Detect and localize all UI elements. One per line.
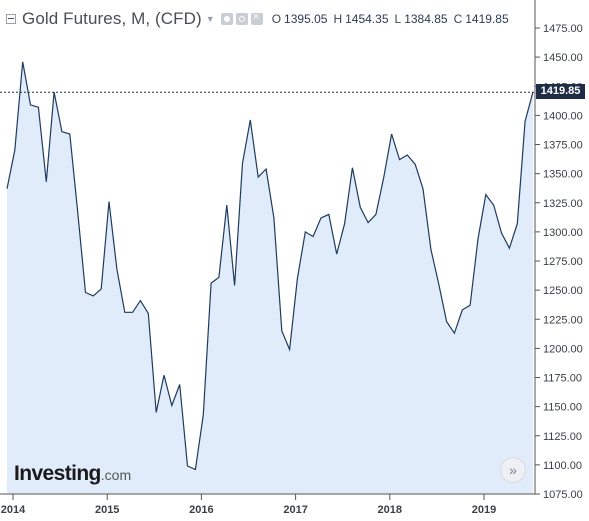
price-line (6, 61, 534, 471)
x-tick-label: 2016 (189, 504, 213, 516)
y-tick-label: 1375.00 (543, 140, 583, 152)
collapse-icon[interactable] (6, 14, 16, 24)
y-tick-label: 1075.00 (543, 489, 583, 501)
y-tick-label: 1475.00 (543, 23, 583, 35)
close-icon[interactable] (250, 11, 263, 25)
y-tick-label: 1225.00 (543, 314, 583, 326)
x-tick-label: 2014 (1, 504, 26, 516)
y-tick-label: 1175.00 (543, 373, 582, 385)
eye-icon[interactable] (220, 13, 233, 25)
ohlc-open: O 1395.05 (271, 12, 328, 26)
logo-brand: Investing (14, 462, 101, 485)
price-area (7, 61, 533, 495)
y-tick-label: 1325.00 (543, 198, 583, 210)
investing-logo[interactable]: Investing.com (14, 462, 131, 486)
y-tick-label: 1350.00 (543, 169, 583, 181)
x-tick-label: 2015 (95, 504, 119, 516)
chevrons-right-icon: » (509, 462, 517, 478)
y-tick-label: 1450.00 (543, 52, 583, 64)
y-tick-label: 1125.00 (543, 431, 582, 443)
scroll-to-latest-button[interactable]: » (500, 457, 526, 483)
ohlc-high: H 1454.35 (333, 12, 389, 26)
gear-icon[interactable] (235, 13, 248, 25)
last-price-tag: 1419.85 (536, 84, 585, 100)
y-tick-label: 1200.00 (543, 343, 583, 355)
ohlc-close: C 1419.85 (453, 12, 509, 26)
ohlc-low: L 1384.85 (394, 12, 448, 26)
chart-title: Gold Futures, M, (CFD) (22, 9, 202, 28)
y-tick-label: 1150.00 (543, 402, 582, 414)
chevron-down-icon[interactable]: ▼ (205, 14, 215, 24)
y-tick-label: 1100.00 (543, 460, 582, 472)
y-tick-label: 1400.00 (543, 110, 583, 122)
logo-suffix: .com (100, 467, 132, 483)
y-tick-label: 1275.00 (543, 256, 583, 268)
x-tick-label: 2018 (378, 504, 402, 516)
x-tick-label: 2019 (472, 504, 496, 516)
y-tick-label: 1250.00 (543, 285, 583, 297)
y-tick-label: 1300.00 (543, 227, 583, 239)
x-tick-label: 2017 (283, 504, 307, 516)
